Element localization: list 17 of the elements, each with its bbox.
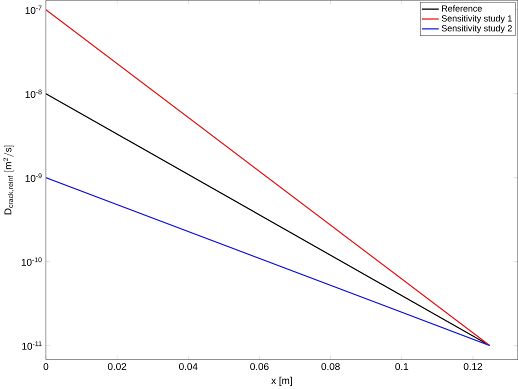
y-tick-label: 10$^{-11}$ xyxy=(22,341,42,350)
y-tick-label: 10$^{-7}$ xyxy=(26,5,42,14)
x-tick-label: 0.1 xyxy=(395,362,408,370)
x-axis-title: x [m] xyxy=(271,376,292,386)
x-tick-label: 0.12 xyxy=(464,362,482,370)
y-tick-label: 10$^{-9}$ xyxy=(26,173,42,182)
x-tick-label: 0.02 xyxy=(108,362,126,370)
y-axis-title: $\mathrm{D}_{\mathrm{crack,reinf}}\ [\mathrm{m}^{2}/\mathrm{s}]$ xyxy=(3,146,14,214)
x-tick-label: 0.06 xyxy=(250,362,269,370)
legend-label: Sensitivity study 2 xyxy=(442,24,512,34)
y-tick-label: 10$^{-10}$ xyxy=(22,257,42,266)
x-tick-label: 0.04 xyxy=(179,362,198,370)
y-tick-label: 10$^{-8}$ xyxy=(26,89,42,98)
legend-label: Sensitivity study 1 xyxy=(442,14,512,24)
legend-label: Reference xyxy=(442,5,482,12)
x-tick-label: 0.08 xyxy=(321,362,340,370)
x-tick-label: 0 xyxy=(44,362,48,370)
